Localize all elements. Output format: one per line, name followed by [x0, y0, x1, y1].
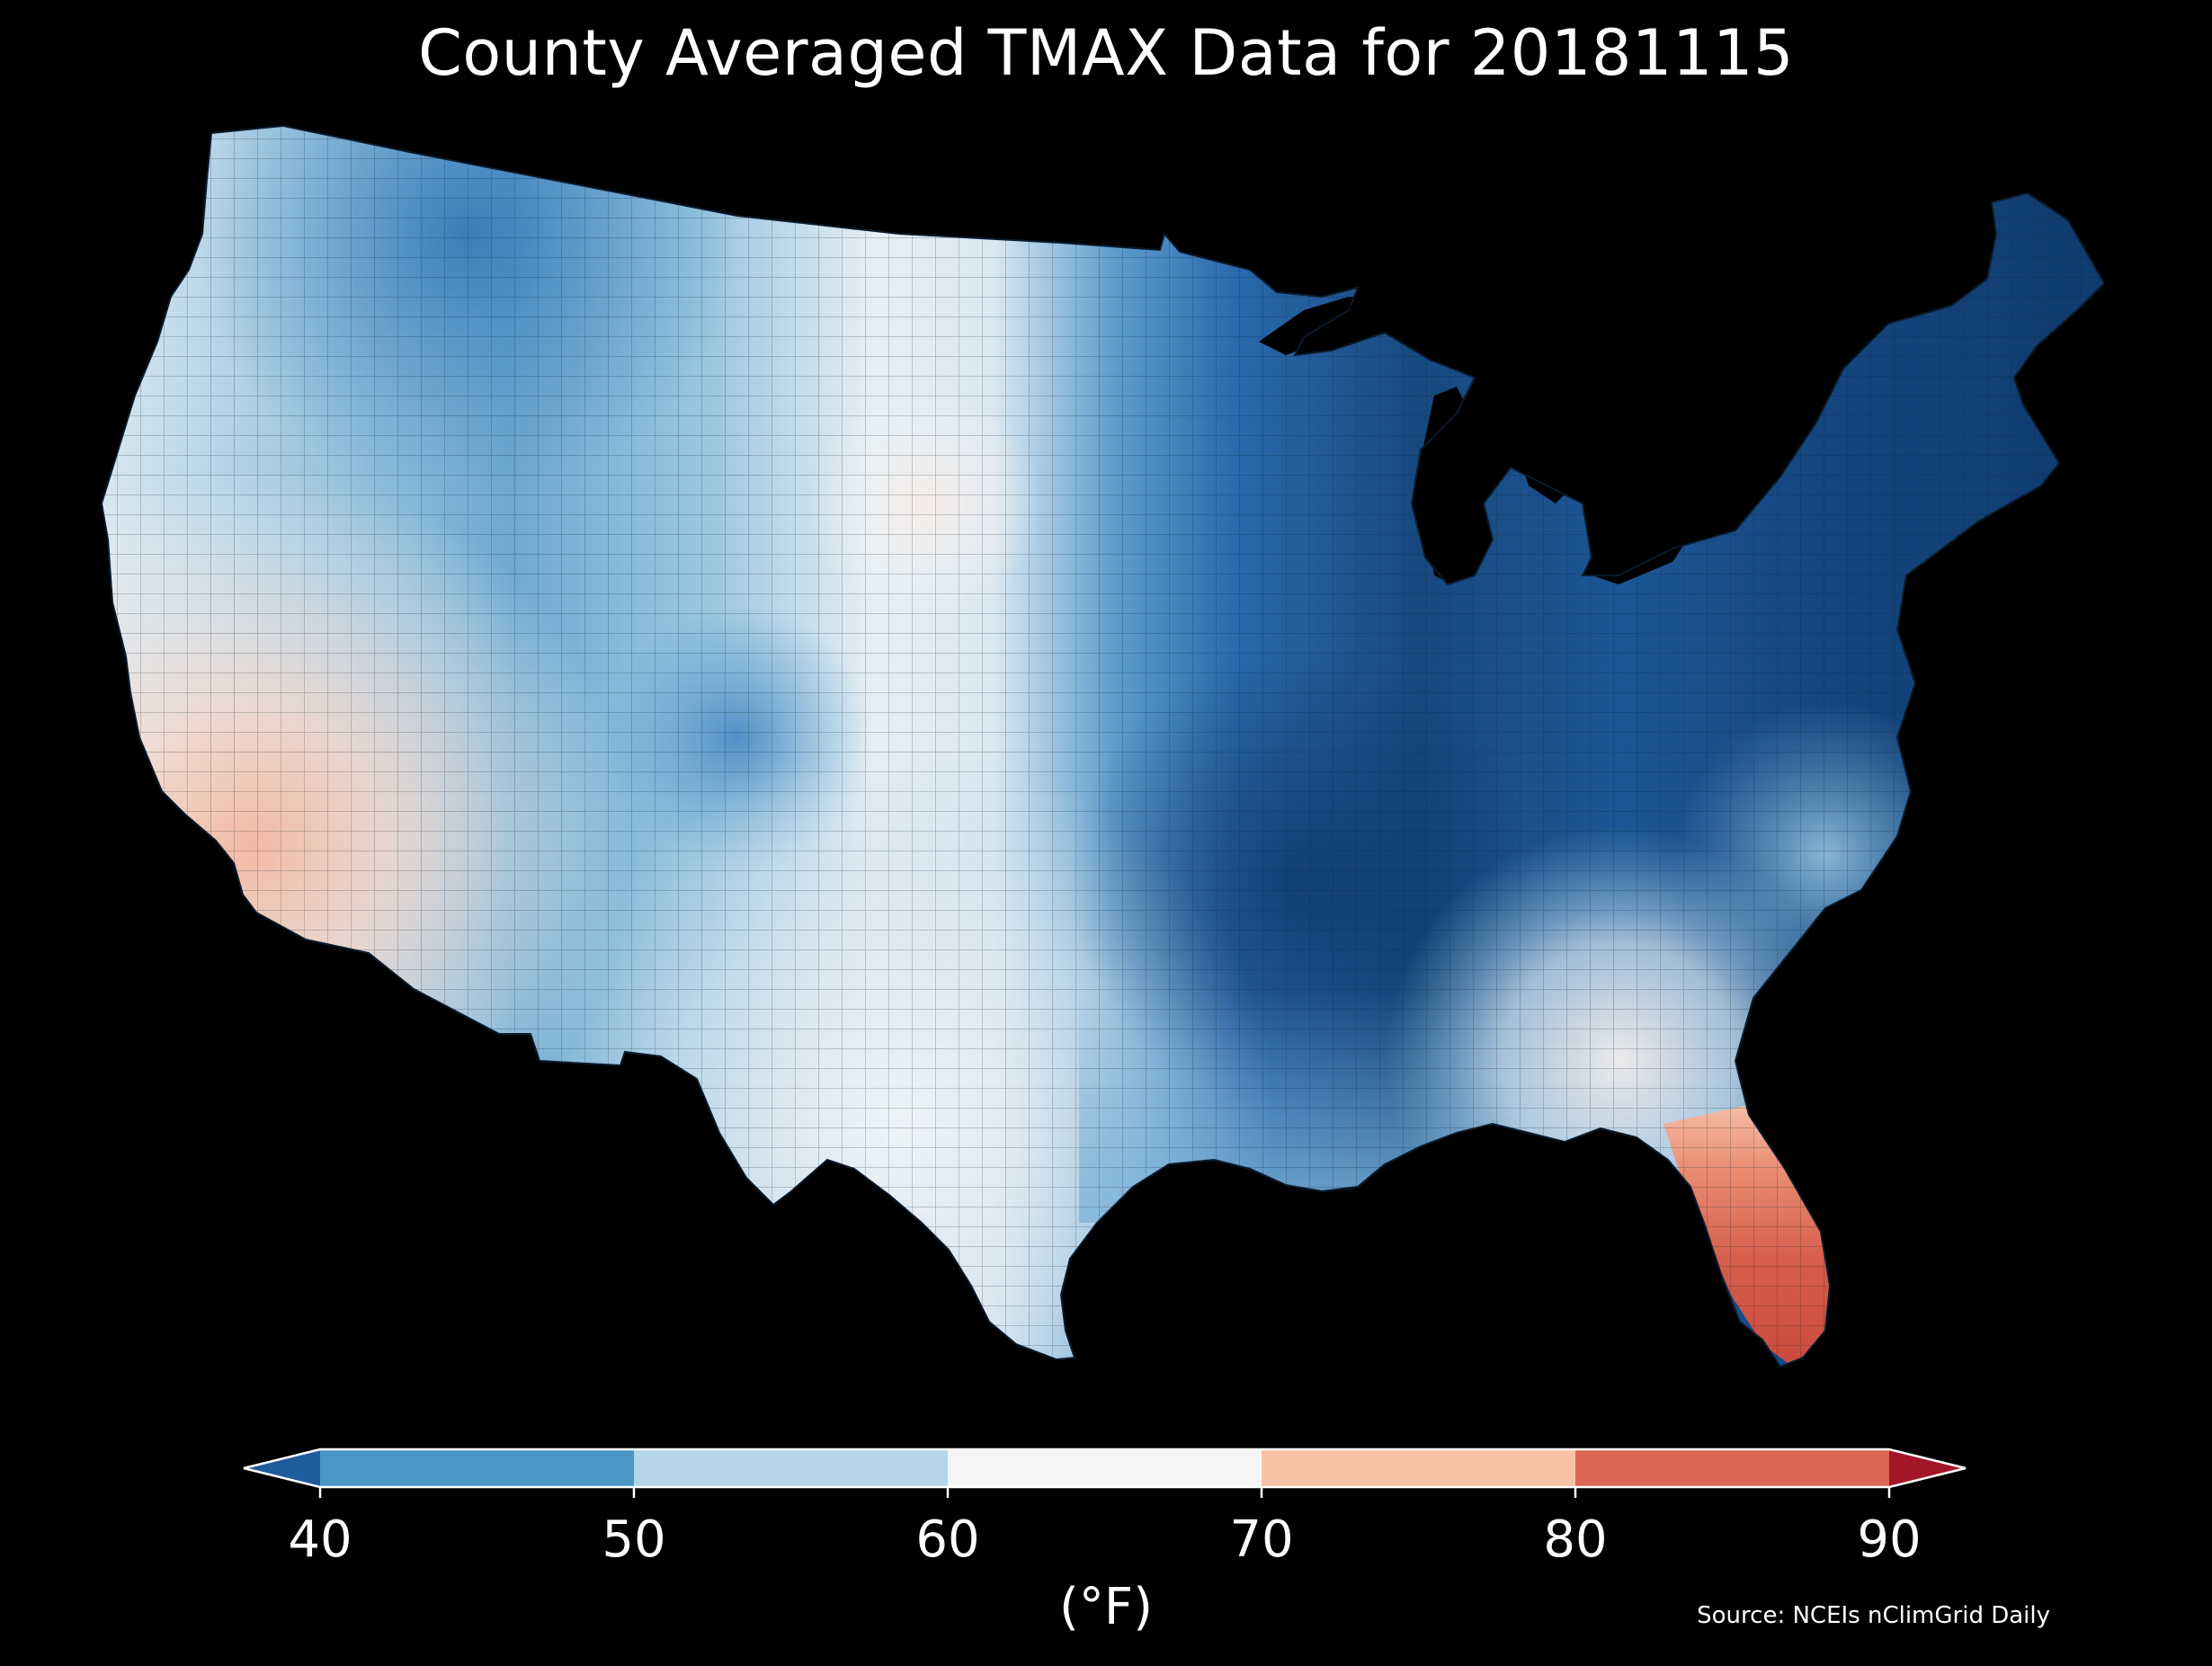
colorbar-extend-high — [1889, 1449, 1966, 1487]
colorbar-tick-40: 40 — [288, 1510, 352, 1569]
lake-erie — [1592, 535, 1690, 584]
colorbar-bin-50-60 — [634, 1449, 948, 1487]
colorbar-bin-40-50 — [320, 1449, 634, 1487]
colorbar-tick-90: 90 — [1857, 1510, 1922, 1569]
map-title: County Averaged TMAX Data for 20181115 — [417, 16, 1795, 90]
source-attribution: Source: NCEIs nClimGrid Daily — [1697, 1602, 2050, 1629]
colorbar-tick-60: 60 — [915, 1510, 980, 1569]
colorbar-extend-low — [244, 1449, 320, 1487]
colorbar-bin-70-80 — [1262, 1449, 1575, 1487]
colorbar-tick-70: 70 — [1229, 1510, 1294, 1569]
colorbar-bin-60-70 — [948, 1449, 1262, 1487]
colorbar-tick-80: 80 — [1543, 1510, 1608, 1569]
colorbar-unit-label: (°F) — [1059, 1578, 1153, 1636]
colorbar-tick-50: 50 — [602, 1510, 666, 1569]
lake-huron — [1497, 396, 1583, 503]
colorbar-bin-80-90 — [1575, 1449, 1889, 1487]
